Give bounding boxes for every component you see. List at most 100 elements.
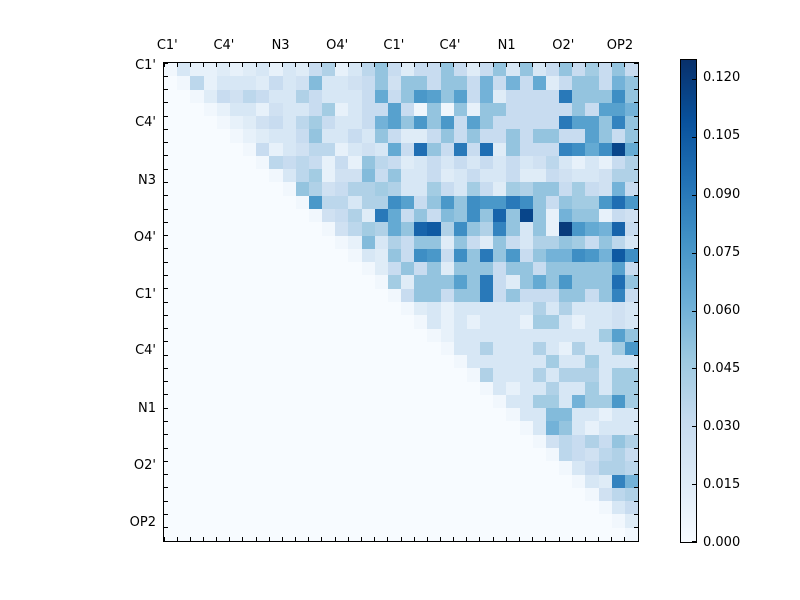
heatmap-cell	[519, 315, 533, 329]
heatmap-cell	[624, 63, 638, 77]
heatmap-cell	[229, 381, 243, 395]
heatmap-cell	[532, 368, 546, 382]
axis-tick	[611, 63, 613, 67]
heatmap-cell	[506, 142, 520, 156]
y-axis-label: O2'	[133, 457, 156, 473]
heatmap-cell	[506, 461, 520, 475]
heatmap-cell	[559, 89, 573, 103]
heatmap-cell	[440, 368, 454, 382]
heatmap-cell	[177, 315, 191, 329]
axis-tick	[634, 115, 638, 117]
heatmap-cell	[335, 89, 349, 103]
heatmap-cell	[414, 209, 428, 223]
heatmap-cell	[229, 275, 243, 289]
heatmap-cell	[532, 116, 546, 130]
heatmap-cell	[256, 129, 270, 143]
heatmap-cell	[585, 487, 599, 502]
heatmap-cell	[559, 63, 573, 77]
heatmap-cell	[361, 341, 375, 356]
heatmap-cell	[585, 155, 599, 170]
heatmap-cell	[598, 63, 612, 77]
heatmap-cell	[164, 248, 178, 263]
heatmap-cell	[427, 248, 441, 263]
heatmap-cell	[480, 129, 494, 143]
heatmap-cell	[624, 169, 638, 183]
y-axis-label: N1	[138, 400, 156, 416]
heatmap-cell	[585, 142, 599, 156]
heatmap-cell	[506, 487, 520, 502]
axis-tick	[164, 328, 168, 330]
heatmap-cell	[374, 288, 388, 302]
heatmap-cell	[453, 381, 467, 395]
colorbar-tick-label: 0.060	[703, 302, 741, 318]
heatmap-cell	[190, 169, 204, 183]
heatmap-cell	[348, 527, 362, 541]
heatmap-cell	[229, 514, 243, 528]
heatmap-cell	[308, 235, 322, 249]
heatmap-cell	[532, 262, 546, 276]
heatmap-cell	[598, 341, 612, 356]
heatmap-cell	[559, 235, 573, 249]
heatmap-cell	[532, 408, 546, 422]
heatmap-cell	[361, 448, 375, 462]
heatmap-cell	[216, 76, 230, 90]
heatmap-cell	[256, 89, 270, 103]
heatmap-cell	[453, 248, 467, 263]
heatmap-cell	[598, 76, 612, 90]
heatmap-cell	[572, 461, 586, 475]
heatmap-cell	[243, 315, 257, 329]
heatmap-cell	[624, 248, 638, 263]
axis-tick	[413, 63, 415, 67]
heatmap-cell	[361, 76, 375, 90]
heatmap-cell	[177, 248, 191, 263]
heatmap-cell	[624, 394, 638, 409]
heatmap-cell	[453, 155, 467, 170]
heatmap-cell	[282, 315, 296, 329]
heatmap-cell	[480, 328, 494, 342]
axis-tick	[164, 115, 168, 117]
heatmap-cell	[256, 235, 270, 249]
heatmap-cell	[427, 275, 441, 289]
heatmap-cell	[322, 381, 336, 395]
heatmap-cell	[572, 155, 586, 170]
heatmap-cell	[203, 182, 217, 196]
heatmap-cell	[414, 222, 428, 236]
heatmap-cell	[493, 182, 507, 196]
heatmap-cell	[164, 288, 178, 302]
heatmap-cell	[559, 248, 573, 263]
heatmap-cell	[506, 182, 520, 196]
heatmap-cell	[216, 248, 230, 263]
heatmap-cell	[572, 394, 586, 409]
heatmap-cell	[295, 275, 309, 289]
heatmap-cell	[493, 63, 507, 77]
heatmap-cell	[335, 129, 349, 143]
heatmap-cell	[624, 355, 638, 369]
heatmap-cell	[203, 209, 217, 223]
heatmap-cell	[322, 182, 336, 196]
heatmap-cell	[401, 355, 415, 369]
heatmap-cell	[440, 487, 454, 502]
heatmap-cell	[414, 288, 428, 302]
heatmap-cell	[322, 421, 336, 435]
heatmap-cell	[374, 514, 388, 528]
heatmap-cell	[322, 368, 336, 382]
colorbar	[680, 59, 697, 543]
axis-tick	[164, 155, 168, 157]
heatmap-cell	[401, 434, 415, 449]
heatmap-cell	[598, 474, 612, 488]
heatmap-cell	[414, 116, 428, 130]
heatmap-cell	[374, 408, 388, 422]
heatmap-cell	[624, 501, 638, 515]
heatmap-cell	[361, 169, 375, 183]
x-axis-label: OP2	[606, 38, 634, 53]
heatmap-cell	[480, 76, 494, 90]
heatmap-cell	[440, 76, 454, 90]
heatmap-cell	[624, 116, 638, 130]
axis-tick	[242, 537, 244, 541]
heatmap-cell	[440, 448, 454, 462]
heatmap-cell	[295, 328, 309, 342]
heatmap-cell	[243, 341, 257, 356]
heatmap-cell	[229, 155, 243, 170]
heatmap-cell	[269, 421, 283, 435]
